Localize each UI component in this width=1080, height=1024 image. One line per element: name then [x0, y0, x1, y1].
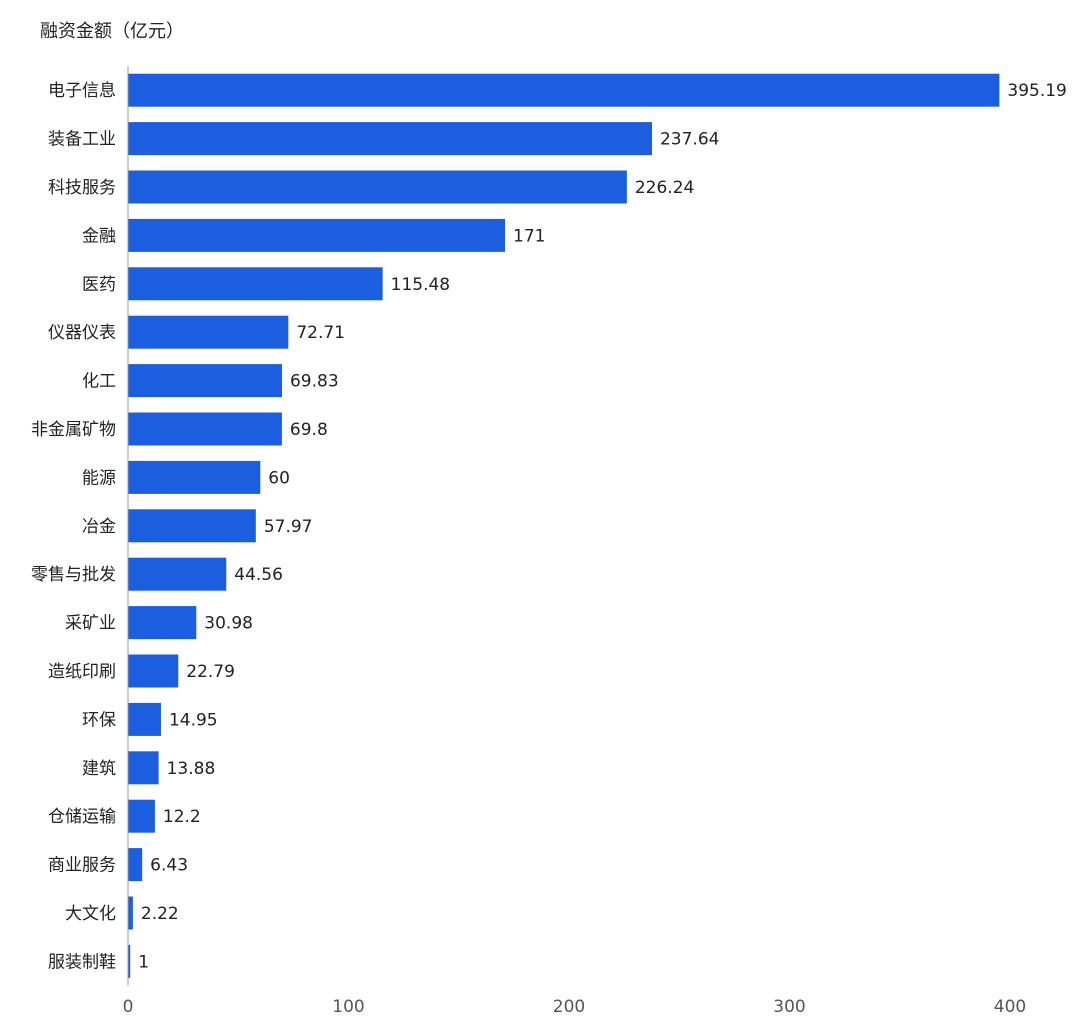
chart-title: 融资金额（亿元）: [40, 21, 184, 42]
value-label: 115.48: [391, 275, 450, 295]
category-label: 医药: [82, 275, 116, 295]
x-tick-label: 400: [994, 997, 1026, 1017]
value-label: 226.24: [635, 178, 694, 198]
x-tick-label: 100: [332, 997, 364, 1017]
value-label: 72.71: [296, 323, 345, 343]
bar: [128, 654, 179, 688]
bar: [128, 557, 227, 591]
value-label: 237.64: [660, 130, 719, 150]
bar: [128, 606, 197, 640]
bar: [128, 267, 383, 301]
bar: [128, 122, 652, 156]
category-label: 能源: [82, 468, 116, 488]
category-label: 电子信息: [48, 81, 116, 101]
category-label: 环保: [82, 710, 116, 730]
value-label: 30.98: [204, 614, 253, 634]
value-label: 2.22: [141, 904, 179, 924]
category-label: 冶金: [82, 517, 116, 537]
bar: [128, 896, 133, 930]
bar: [128, 799, 155, 833]
category-label: 服装制鞋: [48, 952, 116, 972]
category-label: 零售与批发: [31, 565, 116, 585]
value-label: 60: [268, 468, 290, 488]
bar: [128, 364, 282, 398]
category-label: 建筑: [82, 759, 116, 779]
bar: [128, 73, 1000, 107]
value-label: 44.56: [234, 565, 283, 585]
category-label: 金融: [82, 226, 116, 246]
value-label: 1: [138, 952, 149, 972]
bar: [128, 170, 627, 204]
x-tick-label: 200: [553, 997, 585, 1017]
bar: [128, 218, 506, 252]
x-ticks-group: 0 100 200 300 400: [123, 997, 1027, 1017]
category-label: 采矿业: [65, 614, 116, 634]
bar: [128, 944, 131, 978]
category-label: 仓储运输: [48, 807, 116, 827]
category-label: 商业服务: [48, 856, 116, 876]
category-label: 非金属矿物: [31, 420, 116, 440]
category-labels-group: 电子信息装备工业科技服务金融医药仪器仪表化工非金属矿物能源冶金零售与批发采矿业造…: [31, 81, 116, 972]
category-label: 大文化: [65, 904, 116, 924]
bar: [128, 751, 159, 785]
value-label: 6.43: [150, 856, 188, 876]
value-label: 171: [513, 226, 545, 246]
bar: [128, 315, 289, 349]
value-label: 14.95: [169, 710, 218, 730]
bars-group: [128, 73, 1000, 978]
value-labels-group: 395.19 237.64 226.24 171 115.48 72.71 69.83 69.…: [138, 81, 1067, 972]
value-label: 69.83: [290, 372, 339, 392]
bar: [128, 509, 256, 543]
category-label: 科技服务: [48, 178, 116, 198]
category-label: 装备工业: [48, 130, 116, 150]
x-tick-label: 0: [123, 997, 134, 1017]
category-label: 造纸印刷: [48, 662, 116, 682]
category-label: 化工: [82, 372, 116, 392]
value-label: 395.19: [1007, 81, 1066, 101]
value-label: 13.88: [167, 759, 216, 779]
value-label: 22.79: [186, 662, 235, 682]
x-tick-label: 300: [773, 997, 805, 1017]
bar: [128, 412, 282, 446]
category-label: 仪器仪表: [48, 323, 116, 343]
bar: [128, 460, 261, 494]
bar: [128, 702, 161, 736]
value-label: 69.8: [290, 420, 328, 440]
value-label: 12.2: [163, 807, 201, 827]
value-label: 57.97: [264, 517, 313, 537]
bar: [128, 848, 143, 882]
